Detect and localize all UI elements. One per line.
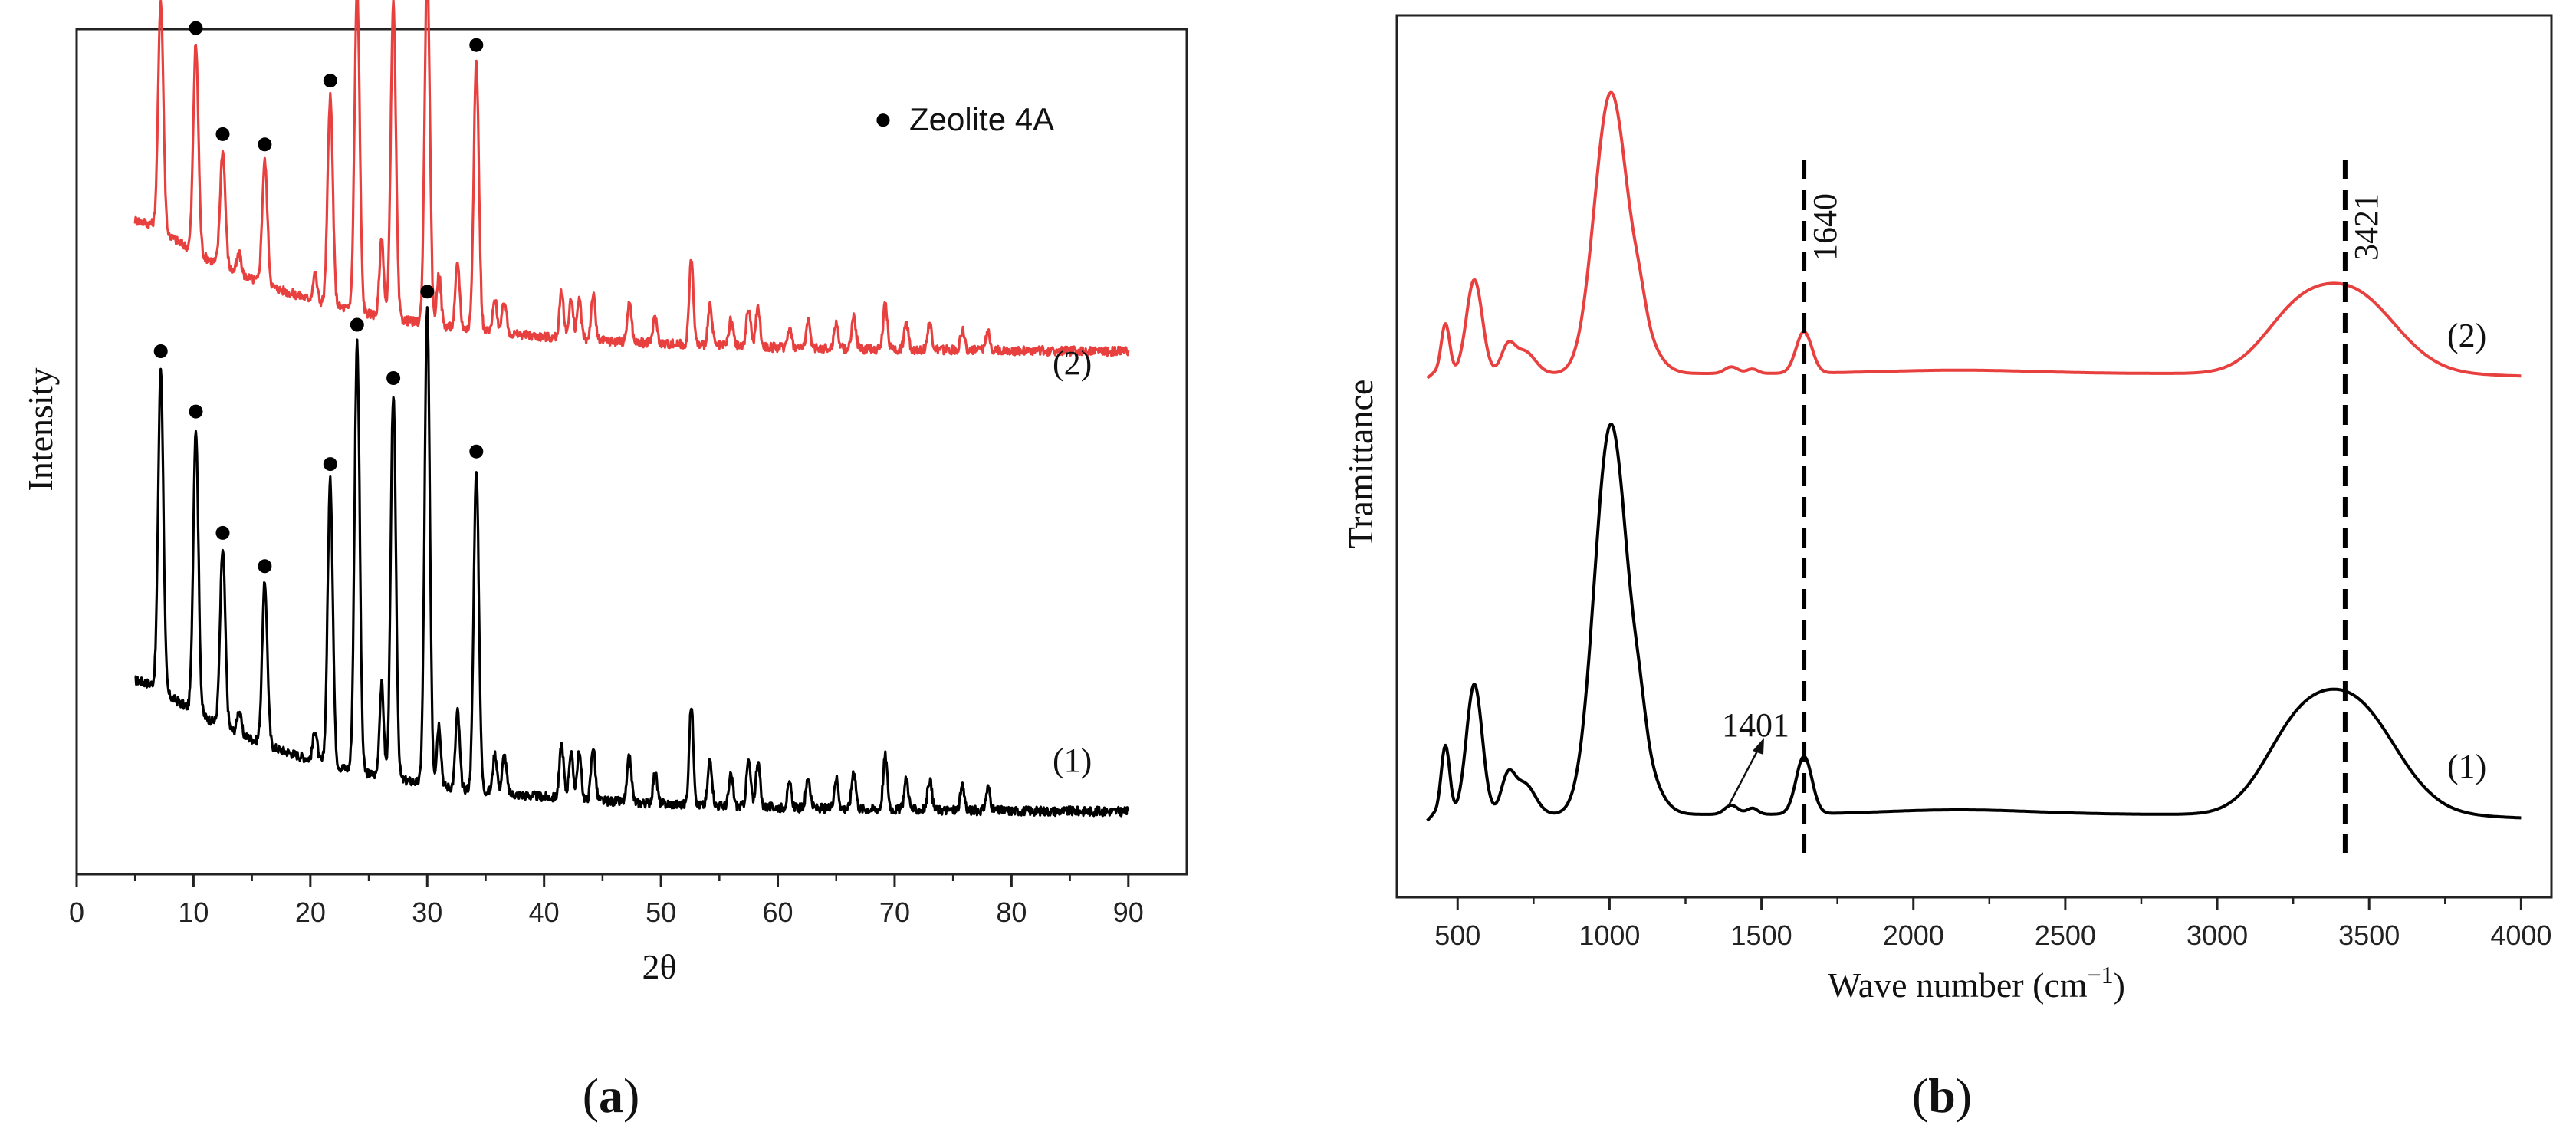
x-tick-label: 3500 xyxy=(2338,920,2400,951)
annotation-1401: 1401 xyxy=(1722,706,1789,806)
x-tick-label: 0 xyxy=(69,896,84,928)
zeolite-peak-marker xyxy=(323,457,337,472)
x-tick-label: 90 xyxy=(1113,896,1144,928)
panel-b-letter: b xyxy=(1928,1068,1956,1123)
x-tick-label: 30 xyxy=(412,896,442,928)
x-tick-label: 3000 xyxy=(2187,920,2248,951)
x-tick-label: 60 xyxy=(763,896,794,928)
xrd-series-line-1 xyxy=(134,306,1130,818)
zeolite-peak-marker xyxy=(469,38,484,52)
x-tick-label: 40 xyxy=(529,896,560,928)
zeolite-peak-marker xyxy=(469,444,484,459)
panel-b-x-ticks: 500 1000 1500 2000 2500 3000 3500 4000 xyxy=(1434,897,2551,951)
xrd-series-line-2 xyxy=(133,0,1130,357)
reference-label-1640: 1640 xyxy=(1806,193,1844,261)
zeolite-peak-marker xyxy=(386,371,401,385)
panel-b-reference-lines: 1640 3421 xyxy=(1802,160,2385,853)
x-tick-label: 2500 xyxy=(2035,920,2096,951)
panel-a-xrd-chart: 0 10 20 30 40 50 60 70 80 90 2θ Intensity ● Zeoli… xyxy=(21,0,1188,1123)
legend-marker-icon: ● xyxy=(874,101,892,136)
zeolite-peak-marker xyxy=(189,21,203,35)
panel-b-y-axis-label: Tramittance xyxy=(1341,380,1380,549)
x-tick-label: 20 xyxy=(295,896,326,928)
x-tick-label: 70 xyxy=(879,896,910,928)
zeolite-peak-marker xyxy=(189,404,203,419)
panel-b-caption: (b) xyxy=(1912,1068,1972,1123)
panel-a-plot-frame xyxy=(75,28,1188,876)
zeolite-peak-marker xyxy=(350,317,364,332)
ftir-series-line-1 xyxy=(1426,423,2522,822)
panel-a-y-axis-label: Intensity xyxy=(21,368,60,492)
zeolite-peak-marker xyxy=(258,137,272,152)
x-tick-label: 500 xyxy=(1434,920,1480,951)
panel-a-x-ticks: 0 10 20 30 40 50 60 70 80 90 xyxy=(69,874,1144,928)
panel-a-x-axis-label: 2θ xyxy=(642,947,676,986)
ftir-series-line-2 xyxy=(1426,90,2522,380)
reference-label-3421: 3421 xyxy=(2348,193,2385,261)
x-tick-label: 10 xyxy=(178,896,209,928)
panel-b-plot-frame xyxy=(1395,14,2553,899)
panel-a-caption: (a) xyxy=(583,1068,640,1123)
legend-label: Zeolite 4A xyxy=(909,101,1054,137)
zeolite-peak-marker xyxy=(258,559,272,574)
panel-a-series xyxy=(133,0,1130,818)
annotation-1401-label: 1401 xyxy=(1722,706,1789,744)
panel-b-x-axis-label: Wave number (cm−1) xyxy=(1828,961,2125,1005)
panel-a-peak-markers xyxy=(153,21,484,574)
x-tick-label: 2000 xyxy=(1883,920,1944,951)
panel-a-legend: ● Zeolite 4A xyxy=(874,101,1054,137)
zeolite-peak-marker xyxy=(420,285,435,299)
series-label-1: (1) xyxy=(1053,742,1092,779)
zeolite-peak-marker xyxy=(153,344,168,358)
panel-b-ftir-chart: 500 1000 1500 2000 2500 3000 3500 4000 1640 3421… xyxy=(1341,14,2553,1123)
x-tick-label: 50 xyxy=(646,896,676,928)
panel-b-series xyxy=(1426,90,2522,822)
annotation-1401-arrowhead xyxy=(1753,738,1764,755)
x-tick-label: 4000 xyxy=(2490,920,2551,951)
zeolite-peak-marker xyxy=(215,525,230,540)
panel-a-letter: a xyxy=(599,1068,623,1123)
x-tick-label: 1000 xyxy=(1579,920,1640,951)
x-tick-label: 80 xyxy=(996,896,1027,928)
series-label-2-ftir: (2) xyxy=(2447,317,2486,354)
annotation-1401-arrow xyxy=(1727,745,1762,806)
zeolite-peak-marker xyxy=(323,74,337,88)
series-label-2: (2) xyxy=(1053,344,1092,382)
zeolite-peak-marker xyxy=(215,127,230,141)
series-label-1-ftir: (1) xyxy=(2447,748,2486,785)
x-tick-label: 1500 xyxy=(1731,920,1792,951)
